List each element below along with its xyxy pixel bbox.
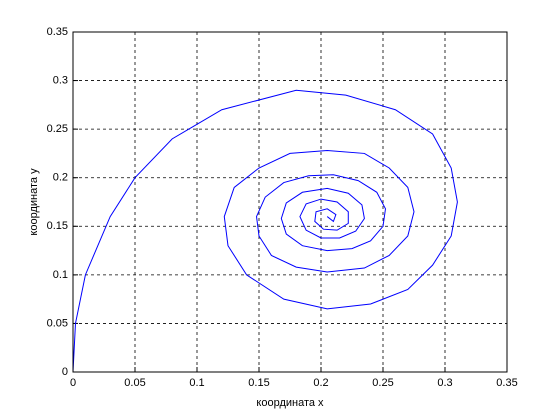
x-tick-label: 0.35 bbox=[496, 377, 517, 389]
y-tick-label: 0.2 bbox=[53, 172, 68, 184]
y-tick-label: 0 bbox=[62, 366, 68, 378]
data-line bbox=[72, 89, 458, 373]
x-axis-label: координата x bbox=[256, 397, 324, 409]
y-tick-label: 0.1 bbox=[53, 269, 68, 281]
x-tick-label: 0.25 bbox=[372, 377, 393, 389]
x-tick-label: 0.2 bbox=[313, 377, 328, 389]
x-tick-label: 0.3 bbox=[437, 377, 452, 389]
x-tick-label: 0 bbox=[70, 377, 76, 389]
y-tick-label: 0.05 bbox=[47, 317, 68, 329]
x-tick-label: 0.15 bbox=[248, 377, 269, 389]
y-tick-label: 0.35 bbox=[47, 26, 68, 38]
y-tick-label: 0.15 bbox=[47, 220, 68, 232]
x-tick-label: 0.05 bbox=[124, 377, 145, 389]
y-tick-label: 0.3 bbox=[53, 74, 68, 86]
y-tick-label: 0.25 bbox=[47, 123, 68, 135]
x-tick-label: 0.1 bbox=[189, 377, 204, 389]
plot-area bbox=[72, 31, 508, 373]
y-axis-label: координата y bbox=[28, 168, 40, 236]
plot-frame bbox=[72, 31, 508, 373]
